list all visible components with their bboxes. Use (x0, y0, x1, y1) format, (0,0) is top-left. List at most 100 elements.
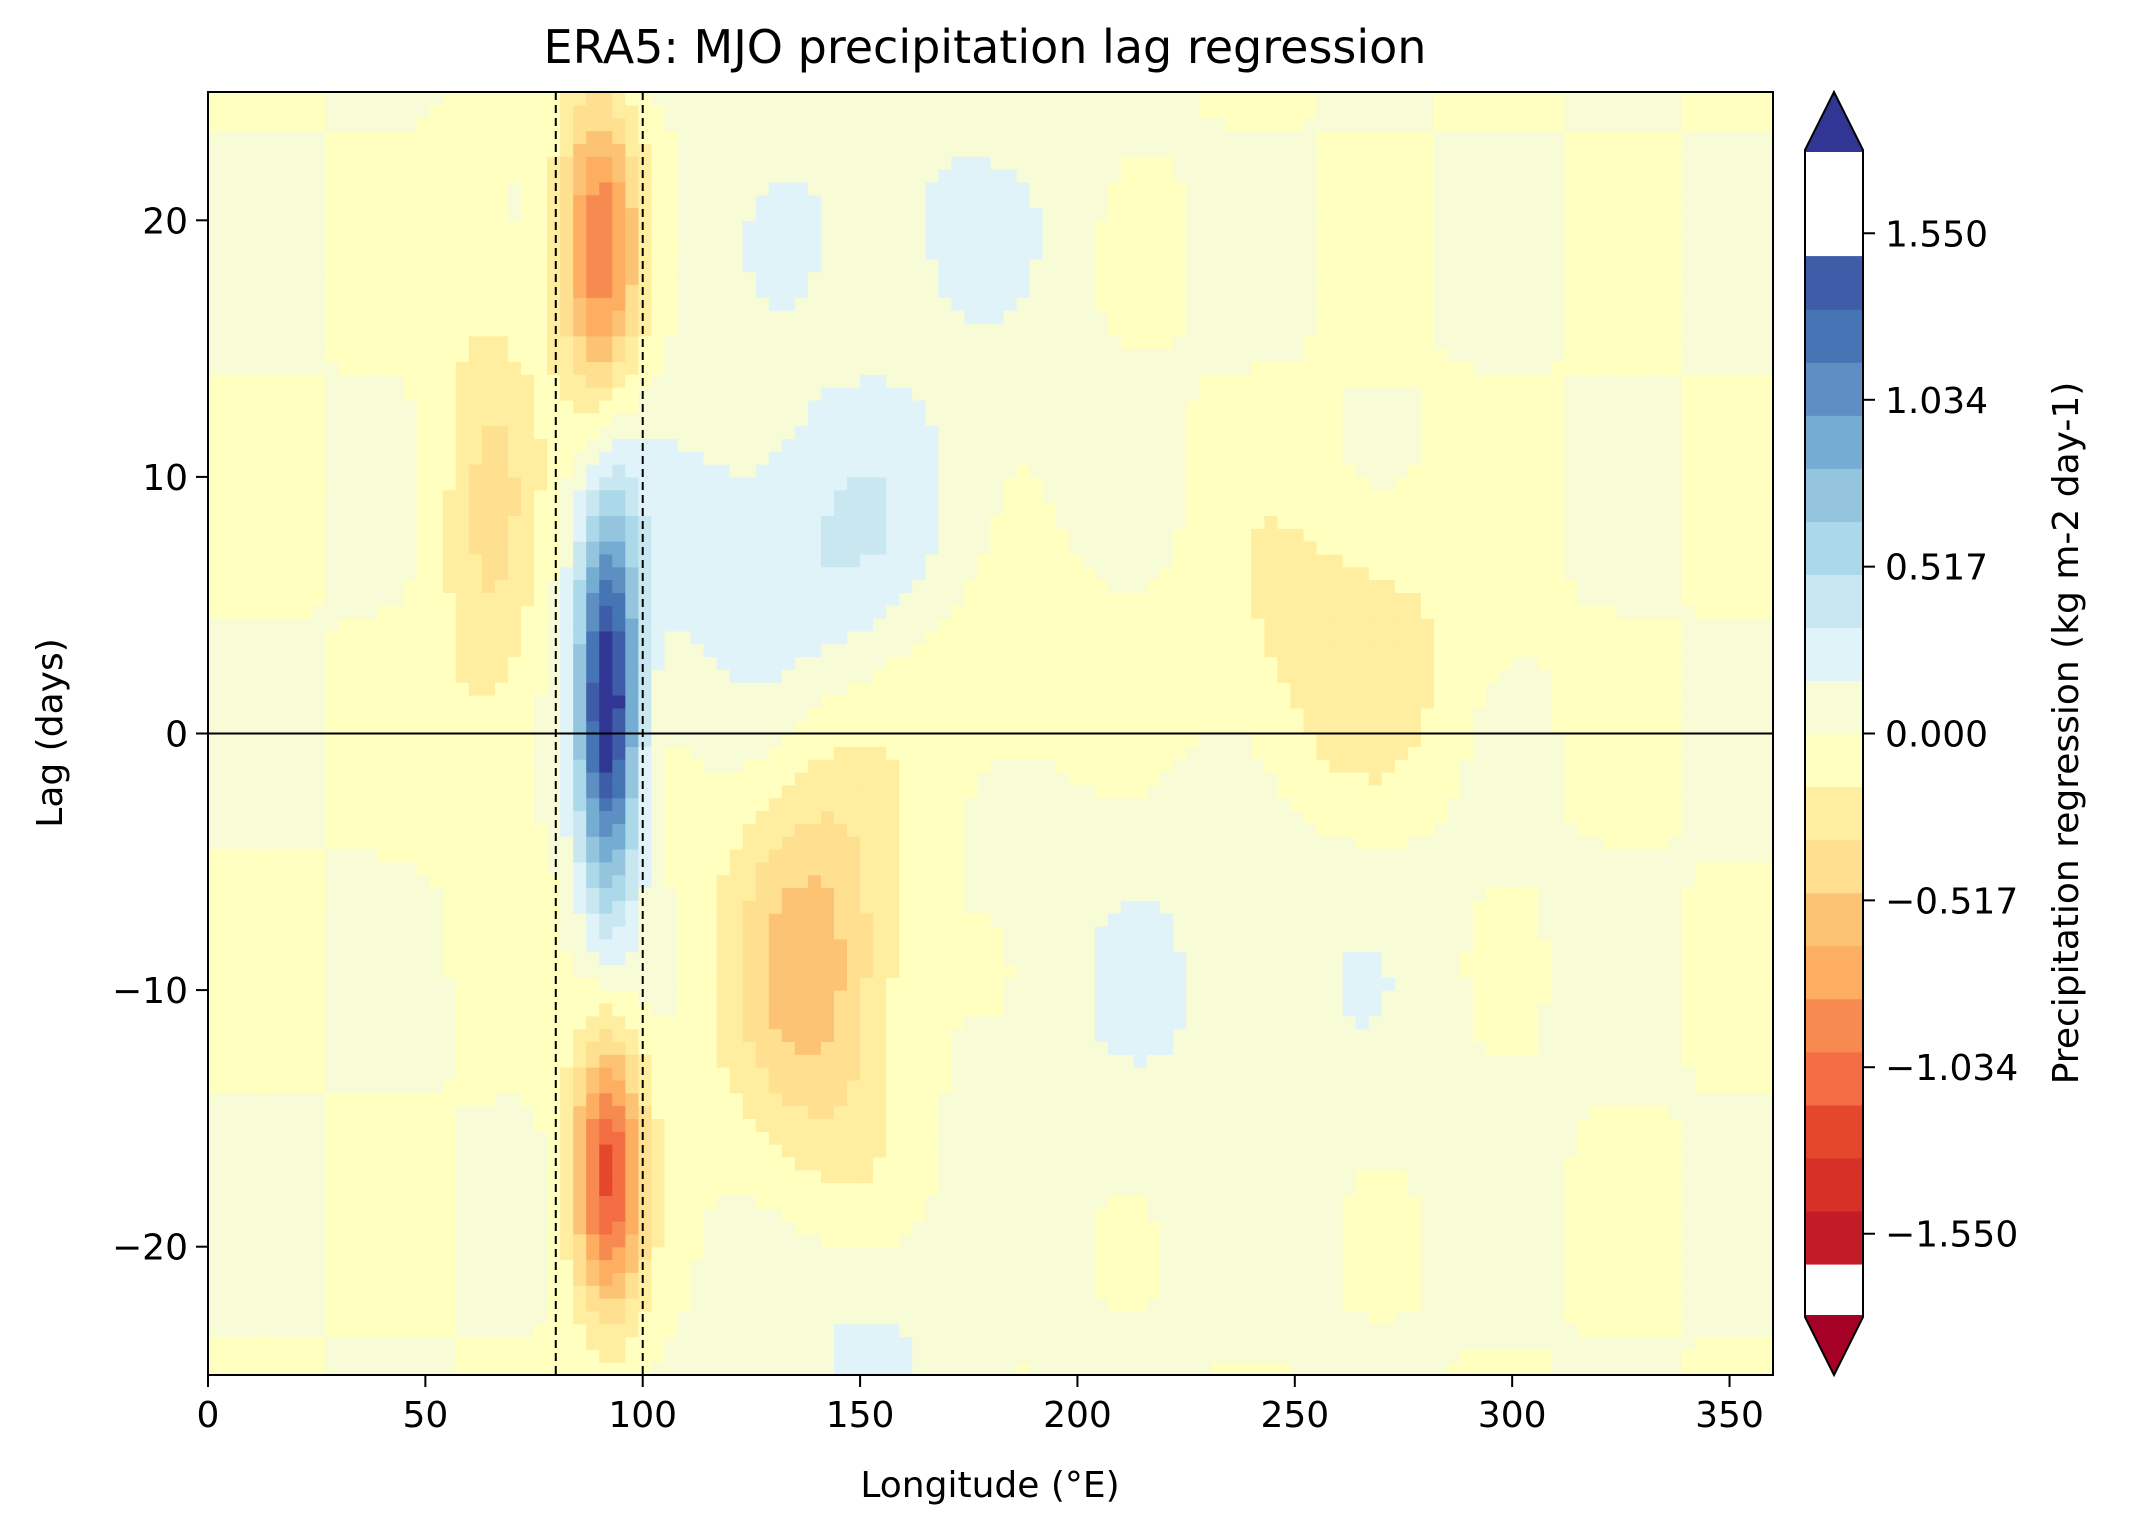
heatmap-cell (1603, 1259, 1618, 1273)
heatmap-cell (1733, 1054, 1748, 1068)
heatmap-cell (1186, 1272, 1200, 1286)
heatmap-cell (1733, 1144, 1748, 1158)
heatmap-cell (1655, 900, 1670, 914)
heatmap-cell (1525, 1221, 1539, 1235)
heatmap-cell (1420, 1131, 1435, 1145)
heatmap-cell (1055, 1349, 1070, 1363)
heatmap-cell (1133, 900, 1148, 914)
heatmap-cell (677, 1323, 692, 1338)
heatmap-cell (1303, 1041, 1318, 1055)
heatmap-cell (1707, 1362, 1722, 1375)
heatmap-cell (1420, 964, 1435, 978)
heatmap-cell (1394, 1054, 1409, 1068)
heatmap-cell (1577, 1144, 1592, 1158)
heatmap-cell (742, 1246, 757, 1261)
heatmap-cell (612, 1015, 626, 1030)
heatmap-cell (703, 1041, 718, 1055)
heatmap-cell (1590, 1298, 1605, 1312)
heatmap-cell (247, 1144, 261, 1158)
heatmap-cell (429, 1221, 444, 1235)
heatmap-cell (1094, 900, 1109, 914)
heatmap-cell (1316, 1169, 1331, 1184)
heatmap-cell (1629, 1233, 1644, 1248)
heatmap-cell (690, 1002, 705, 1017)
heatmap-cell (925, 1246, 939, 1261)
heatmap-cell (1329, 1015, 1344, 1030)
heatmap-cell (560, 1272, 574, 1286)
heatmap-cell (1173, 1323, 1187, 1338)
heatmap-cell (1420, 1285, 1435, 1299)
heatmap-cell (938, 1156, 952, 1171)
heatmap-cell (1629, 938, 1644, 953)
heatmap-cell (1655, 1015, 1670, 1030)
heatmap-cell (1225, 887, 1239, 901)
heatmap-cell (1238, 1015, 1252, 1030)
heatmap-cell (625, 1349, 639, 1363)
heatmap-cell (716, 1002, 731, 1017)
heatmap-cell (1003, 1310, 1018, 1325)
heatmap-cell (1668, 1259, 1683, 1273)
heatmap-cell (521, 900, 535, 914)
heatmap-cell (1355, 1208, 1370, 1222)
heatmap-cell (638, 1079, 653, 1094)
heatmap-cell (1225, 1156, 1239, 1171)
heatmap-cell (1029, 977, 1044, 991)
heatmap-cell (1420, 1272, 1435, 1286)
heatmap-cell (325, 1310, 340, 1325)
heatmap-cell (234, 1002, 248, 1017)
heatmap-cell (481, 1105, 496, 1119)
heatmap-cell (481, 1362, 496, 1375)
heatmap-cell (1133, 1028, 1148, 1043)
heatmap-cell (1003, 1285, 1018, 1299)
heatmap-cell (938, 1131, 952, 1145)
heatmap-cell (820, 848, 835, 863)
heatmap-cell (429, 913, 444, 927)
heatmap-cell (351, 1079, 366, 1094)
heatmap-cell (599, 1362, 613, 1375)
heatmap-cell (494, 1246, 509, 1261)
heatmap-cell (1303, 1169, 1318, 1184)
heatmap-cell (547, 1349, 561, 1363)
heatmap-cell (1381, 861, 1396, 876)
heatmap-cell (260, 1336, 274, 1350)
heatmap-cell (1538, 1233, 1552, 1248)
heatmap-cell (1473, 1298, 1487, 1312)
heatmap-cell (742, 900, 757, 914)
heatmap-cell (1486, 1182, 1500, 1196)
heatmap-cell (1433, 887, 1448, 901)
heatmap-cell (416, 1233, 431, 1248)
heatmap-cell (286, 1195, 300, 1209)
heatmap-cell (1264, 1349, 1279, 1363)
heatmap-cell (1551, 1002, 1565, 1017)
heatmap-cell (1564, 1105, 1578, 1119)
heatmap-cell (1707, 964, 1722, 978)
heatmap-cell (364, 1079, 379, 1094)
heatmap-cell (1277, 1067, 1292, 1081)
heatmap-cell (273, 1195, 287, 1209)
heatmap-cell (1342, 977, 1357, 991)
heatmap-cell (260, 964, 274, 978)
heatmap-cell (507, 1182, 522, 1196)
heatmap-cell (1160, 1015, 1174, 1030)
heatmap-cell (768, 1195, 783, 1209)
heatmap-cell (925, 913, 939, 927)
heatmap-cell (1303, 861, 1318, 876)
heatmap-cell (1759, 1246, 1773, 1261)
heatmap-cell (1720, 1105, 1735, 1119)
heatmap-cell (1042, 913, 1057, 927)
heatmap-cell (442, 1195, 457, 1209)
heatmap-cell (1512, 1118, 1526, 1132)
heatmap-cell (1407, 977, 1422, 991)
heatmap-cell (286, 938, 300, 953)
heatmap-cell (1355, 1144, 1370, 1158)
heatmap-cell (1629, 848, 1644, 863)
heatmap-cell (234, 1156, 248, 1171)
heatmap-cell (990, 1041, 1005, 1055)
heatmap-cell (1368, 887, 1383, 901)
heatmap-cell (1746, 1144, 1761, 1158)
heatmap-cell (403, 1272, 418, 1286)
heatmap-cell (1303, 1246, 1318, 1261)
heatmap-cell (1147, 836, 1161, 850)
heatmap-cell (1577, 1349, 1592, 1363)
heatmap-cell (951, 848, 966, 863)
